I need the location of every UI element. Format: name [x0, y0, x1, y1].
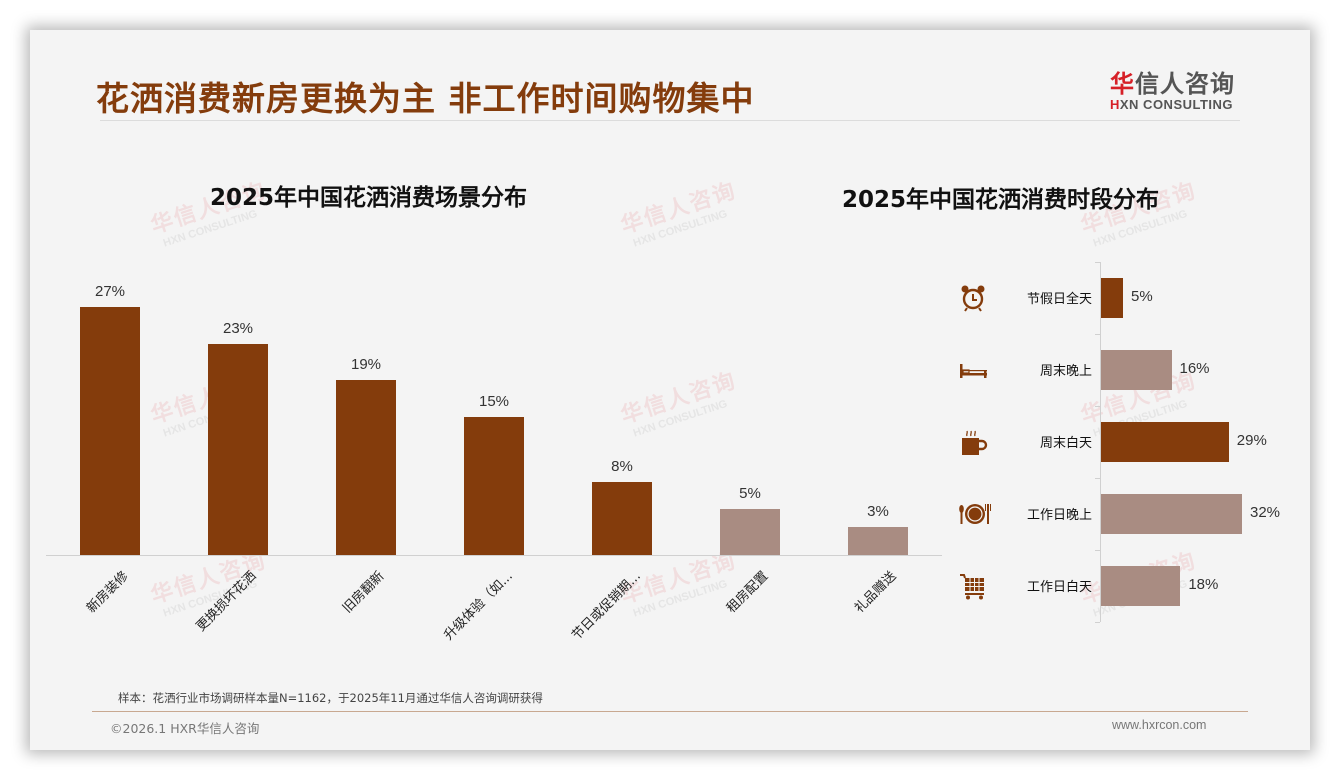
axis-tick: [1095, 406, 1100, 407]
bar-value-label: 32%: [1250, 504, 1281, 521]
period-row: 工作日晚上 32%: [940, 494, 1310, 534]
axis-tick: [1095, 478, 1100, 479]
shopping-cart-icon: [958, 572, 988, 600]
category-label: 租房配置: [724, 568, 772, 617]
bar-2: [1101, 350, 1172, 390]
bar-value-label: 15%: [478, 393, 510, 411]
bar-value-label: 27%: [94, 283, 126, 300]
category-label: 工作日白天: [1026, 580, 1092, 595]
category-label: 周末白天: [1039, 436, 1092, 451]
bar-3: [336, 380, 396, 555]
bar-7: [848, 527, 908, 555]
bar-2: [208, 343, 268, 555]
title-divider: [100, 120, 1240, 121]
company-logo: 华信人咨询 HXN CONSULTING: [1110, 64, 1260, 112]
bar-value-label: 23%: [222, 319, 254, 337]
page-title: 花洒消费新房更换为主 非工作时间购物集中: [96, 79, 755, 118]
alarm-clock-icon: [958, 284, 988, 312]
category-label: 工作日晚上: [1026, 508, 1092, 523]
category-label: 升级体验（如...: [441, 568, 516, 644]
axis-tick: [1095, 550, 1100, 551]
slide: 花洒消费新房更换为主 非工作时间购物集中 华信人咨询 HXN CONSULTIN…: [30, 30, 1310, 750]
period-chart-title: 2025年中国花洒消费时段分布: [842, 187, 1160, 213]
bar-value-label: 16%: [1179, 360, 1210, 377]
bar-value-label: 18%: [1188, 576, 1219, 593]
period-bar-chart: 节假日全天 5% 周末晚上 16% 周末白天 29% 工作日晚上 32% 工作日白天 18%: [940, 262, 1310, 624]
category-label: 礼品赠送: [852, 568, 900, 617]
axis-tick: [1095, 334, 1100, 335]
footer-divider: [92, 711, 1248, 712]
period-row: 节假日全天 5%: [940, 278, 1310, 318]
period-row: 周末晚上 16%: [940, 350, 1310, 390]
bar-value-label: 8%: [611, 457, 633, 475]
copyright: ©2026.1 HXR华信人咨询: [110, 721, 260, 736]
bar-5: [592, 481, 652, 555]
sample-note: 样本：花洒行业市场调研样本量N=1162，于2025年11月通过华信人咨询调研获…: [118, 691, 543, 705]
logo-cn: 华信人咨询: [1110, 70, 1235, 98]
bar-3: [1101, 422, 1229, 462]
bed-icon: [958, 356, 988, 384]
bar-1: [80, 307, 140, 555]
category-label: 节日或促销期...: [569, 568, 644, 644]
axis-tick: [1095, 262, 1100, 263]
bar-value-label: 29%: [1236, 432, 1267, 449]
dinner-plate-icon: [958, 500, 991, 528]
category-label: 节假日全天: [1026, 292, 1092, 307]
website-link[interactable]: www.hxrcon.com: [1112, 718, 1207, 732]
bar-value-label: 3%: [867, 503, 889, 521]
bar-value-label: 5%: [739, 485, 761, 503]
bar-1: [1101, 278, 1124, 318]
x-axis-line: [46, 555, 942, 556]
bar-6: [720, 509, 780, 555]
period-row: 周末白天 29%: [940, 422, 1310, 462]
bar-value-label: 5%: [1131, 288, 1153, 305]
category-label: 旧房翻新: [340, 568, 388, 617]
scene-bar-chart: 27% 新房装修 23% 更换损坏花洒 19% 旧房翻新 15% 升级体验（如... 8% 节日或…: [46, 260, 942, 643]
coffee-cup-icon: [958, 428, 988, 456]
category-label: 新房装修: [84, 568, 132, 617]
category-label: 更换损坏花洒: [193, 568, 260, 635]
logo-en: HXN CONSULTING: [1110, 97, 1234, 112]
y-axis-line: [1100, 262, 1101, 622]
bar-value-label: 19%: [350, 356, 382, 374]
bar-5: [1101, 566, 1181, 606]
axis-tick: [1095, 622, 1100, 623]
period-row: 工作日白天 18%: [940, 566, 1310, 606]
bar-4: [1101, 494, 1242, 534]
bar-4: [464, 417, 524, 555]
scene-chart-title: 2025年中国花洒消费场景分布: [210, 185, 528, 211]
category-label: 周末晚上: [1039, 364, 1092, 379]
